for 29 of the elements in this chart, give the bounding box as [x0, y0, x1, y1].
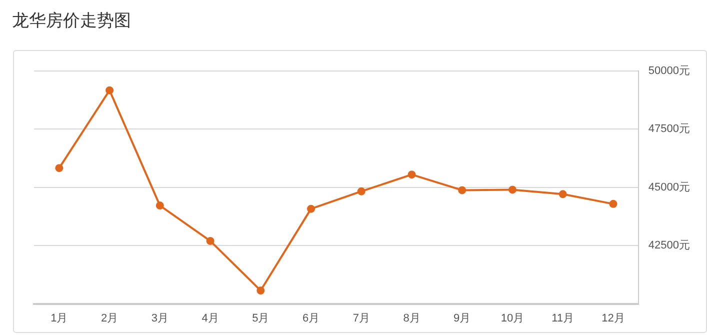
- x-tick-label: 9月: [454, 312, 471, 324]
- x-tick-label: 1月: [50, 312, 68, 324]
- chart-title: 龙华房价走势图: [12, 10, 131, 32]
- point: [307, 204, 316, 213]
- y-tick-label: 42500元: [648, 240, 690, 252]
- y-tick-label: 50000元: [648, 65, 690, 78]
- point: [256, 286, 265, 295]
- point: [357, 187, 366, 196]
- point: [558, 190, 567, 198]
- x-tick-label: 6月: [302, 312, 320, 324]
- x-tick-label: 7月: [352, 312, 370, 324]
- x-tick-label: 8月: [403, 312, 420, 324]
- x-tick-label: 11月: [552, 312, 574, 324]
- point: [458, 186, 466, 194]
- point: [55, 164, 64, 172]
- point: [106, 86, 114, 94]
- point: [156, 202, 164, 210]
- x-tick-label: 2月: [100, 312, 118, 324]
- y-tick-label: 47500元: [648, 123, 690, 136]
- y-tick-label: 45000元: [648, 181, 690, 194]
- point: [508, 186, 516, 194]
- x-tick-label: 10月: [500, 312, 524, 324]
- point: [408, 170, 416, 179]
- point: [206, 236, 214, 245]
- x-tick-label: 3月: [151, 312, 168, 324]
- x-tick-label: 12月: [602, 312, 625, 324]
- point: [609, 200, 618, 208]
- x-tick-label: 5月: [252, 312, 270, 324]
- x-tick-label: 4月: [202, 312, 219, 324]
